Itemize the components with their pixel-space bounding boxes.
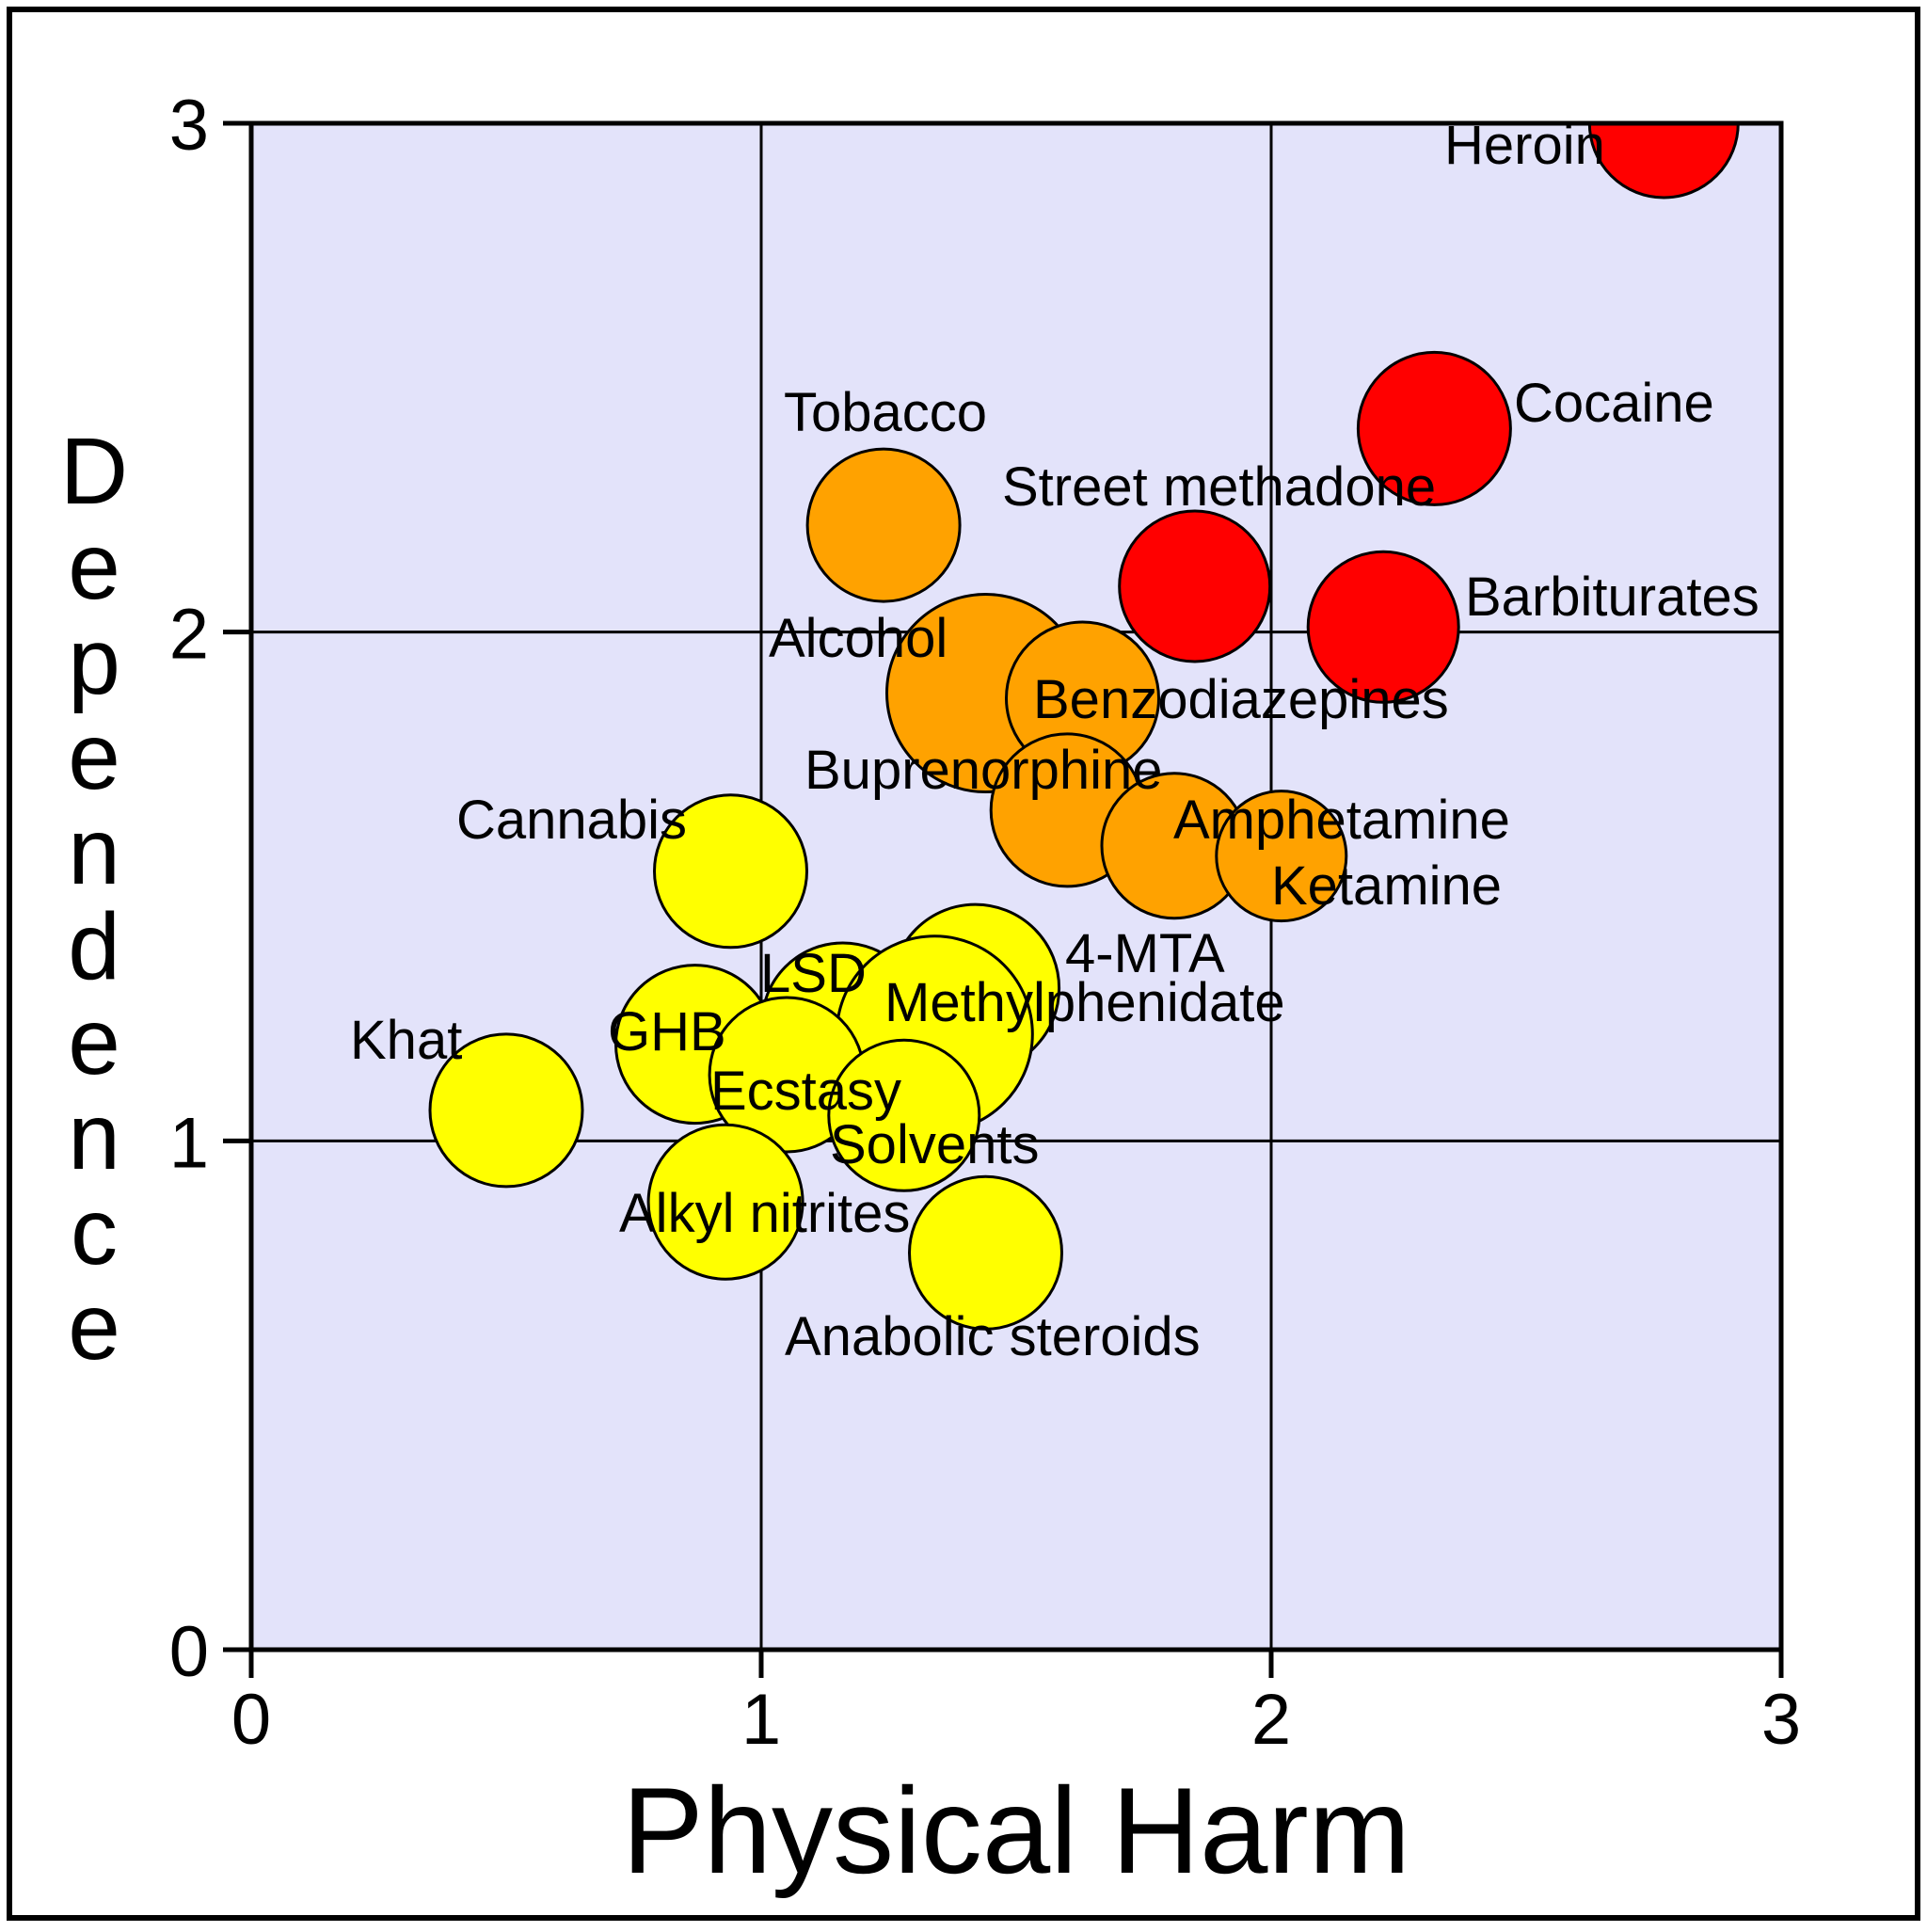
svg-text:n: n (68, 1084, 120, 1190)
svg-text:GHB: GHB (608, 1001, 726, 1062)
svg-text:Alkyl nitrites: Alkyl nitrites (619, 1183, 910, 1244)
svg-text:p: p (68, 609, 120, 714)
svg-text:d: d (68, 894, 120, 999)
svg-text:c: c (71, 1179, 118, 1285)
svg-text:2: 2 (1251, 1680, 1291, 1760)
svg-text:e: e (68, 704, 120, 809)
svg-text:1: 1 (741, 1680, 781, 1760)
svg-text:0: 0 (231, 1680, 271, 1760)
svg-text:Street methadone: Street methadone (1002, 456, 1436, 518)
svg-text:2: 2 (169, 595, 209, 675)
svg-text:Solvents: Solvents (830, 1114, 1039, 1175)
svg-text:Khat: Khat (350, 1010, 462, 1071)
svg-text:Amphetamine: Amphetamine (1173, 790, 1510, 851)
svg-text:Buprenorphine: Buprenorphine (804, 740, 1163, 801)
svg-text:1: 1 (169, 1103, 209, 1183)
svg-text:Anabolic steroids: Anabolic steroids (785, 1306, 1201, 1367)
svg-text:e: e (68, 989, 120, 1094)
svg-text:Alcohol: Alcohol (769, 608, 948, 669)
svg-text:e: e (68, 514, 120, 619)
svg-text:LSD: LSD (760, 943, 867, 1004)
svg-text:3: 3 (1761, 1680, 1801, 1760)
svg-text:Ecstasy: Ecstasy (710, 1061, 901, 1122)
svg-text:D: D (60, 419, 128, 524)
svg-text:e: e (68, 1274, 120, 1380)
svg-text:Cannabis: Cannabis (456, 790, 687, 851)
svg-text:Benzodiazepines: Benzodiazepines (1033, 669, 1449, 730)
svg-text:3: 3 (169, 86, 209, 166)
svg-text:Heroin: Heroin (1444, 115, 1605, 176)
svg-text:Physical Harm: Physical Harm (622, 1762, 1410, 1899)
svg-text:n: n (68, 799, 120, 904)
svg-text:Cocaine: Cocaine (1514, 373, 1714, 434)
svg-text:Tobacco: Tobacco (784, 382, 987, 443)
svg-text:Ketamine: Ketamine (1271, 855, 1502, 917)
svg-text:0: 0 (169, 1612, 209, 1692)
svg-text:Barbiturates: Barbiturates (1465, 567, 1760, 628)
svg-text:Methylphenidate: Methylphenidate (884, 972, 1285, 1033)
